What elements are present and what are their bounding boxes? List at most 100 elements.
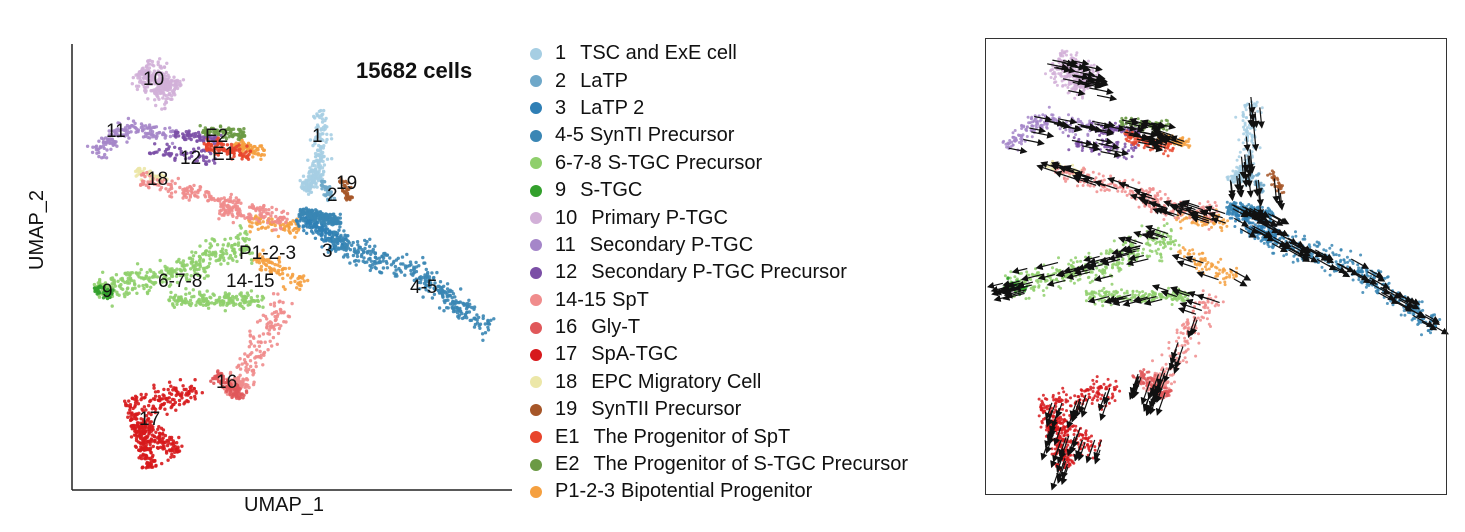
cluster-point [151,75,155,79]
cluster-point [185,186,190,190]
cluster-point [206,134,211,139]
cluster-point [275,342,279,346]
cluster-point [240,214,244,218]
cluster-point [228,130,232,135]
cluster-point [261,305,265,309]
cluster-point [346,255,350,259]
cluster-point [115,290,119,294]
cluster-point [173,145,177,149]
cluster-point [164,187,168,191]
cluster-point [318,217,322,221]
cluster-point [110,304,114,308]
cluster-point [332,230,336,234]
cluster-point [137,284,141,288]
cluster-point [430,271,434,275]
cluster-point [382,251,386,256]
cluster-point [146,464,150,469]
cluster-point [252,344,257,348]
cluster-point [123,294,127,299]
cluster-point [151,459,156,464]
cluster-point [319,108,323,113]
cluster-point [331,233,336,237]
cluster-point [179,149,183,154]
cluster-point [361,249,366,254]
cluster-point [268,339,272,343]
cluster-point [337,228,341,232]
cluster-14-15-points [138,170,294,400]
cluster-point [143,174,147,179]
cluster-point [478,326,482,330]
cluster-point [207,261,212,266]
cluster-point [309,229,314,233]
cluster-point [217,217,221,221]
cluster-point [351,240,355,245]
cluster-point [156,95,160,99]
cluster-point [270,205,274,210]
cluster-point [174,132,178,136]
cluster-point [133,121,137,126]
cluster-point [239,201,243,205]
cluster-point [235,215,239,220]
cluster-point [135,87,140,92]
cluster-point [303,218,307,222]
cluster-point [130,396,134,400]
cluster-point [164,77,169,82]
cluster-point [304,223,308,228]
cluster-1-points [298,108,334,196]
cluster-point [325,132,329,136]
cluster-point [120,276,125,281]
cluster-point [240,154,244,158]
cluster-point [212,142,217,146]
cluster-point [209,244,214,248]
cluster-point [156,446,160,450]
cluster-point [148,268,152,272]
cluster-point [206,198,211,203]
cluster-point [442,289,447,294]
cluster-point [275,221,280,225]
cluster-point [238,224,242,228]
cluster-point [190,190,194,195]
cluster-point [95,151,99,155]
cluster-point [225,131,230,136]
cluster-point [201,135,206,139]
cluster-point [167,87,172,92]
cluster-point [487,322,492,326]
cluster-point [463,312,467,317]
cluster-point [318,115,322,120]
cluster-point [385,253,389,257]
cluster-point [341,255,346,259]
cluster-point [189,261,194,265]
cluster-point [167,396,171,400]
cluster-point [276,292,280,296]
cluster-point [157,175,161,179]
cluster-point [302,188,306,192]
cluster-point [229,296,233,301]
cluster-point [178,79,182,84]
cluster-point [213,161,217,165]
cluster-point [328,215,332,220]
cluster-point [157,148,161,152]
cluster-point [212,376,216,381]
cluster-point [144,447,148,452]
cluster-point [146,277,151,281]
cluster-point [467,310,472,314]
cluster-point [101,144,106,148]
cluster-point [450,289,454,294]
cluster-point [342,246,346,250]
cluster-point [292,227,297,231]
cluster-point [374,266,378,271]
cluster-point [375,261,379,265]
cluster-point [206,264,211,269]
cluster-point [273,262,277,267]
cluster-point [247,385,251,390]
cluster-point [124,403,128,408]
cluster-point [140,179,145,183]
cluster-point [305,212,309,216]
cluster-point [238,301,243,306]
cluster-point [228,236,233,241]
cluster-point [115,133,120,137]
cluster-point [246,303,250,307]
cluster-point [133,405,137,409]
cluster-point [248,339,252,344]
cluster-point [355,254,360,259]
